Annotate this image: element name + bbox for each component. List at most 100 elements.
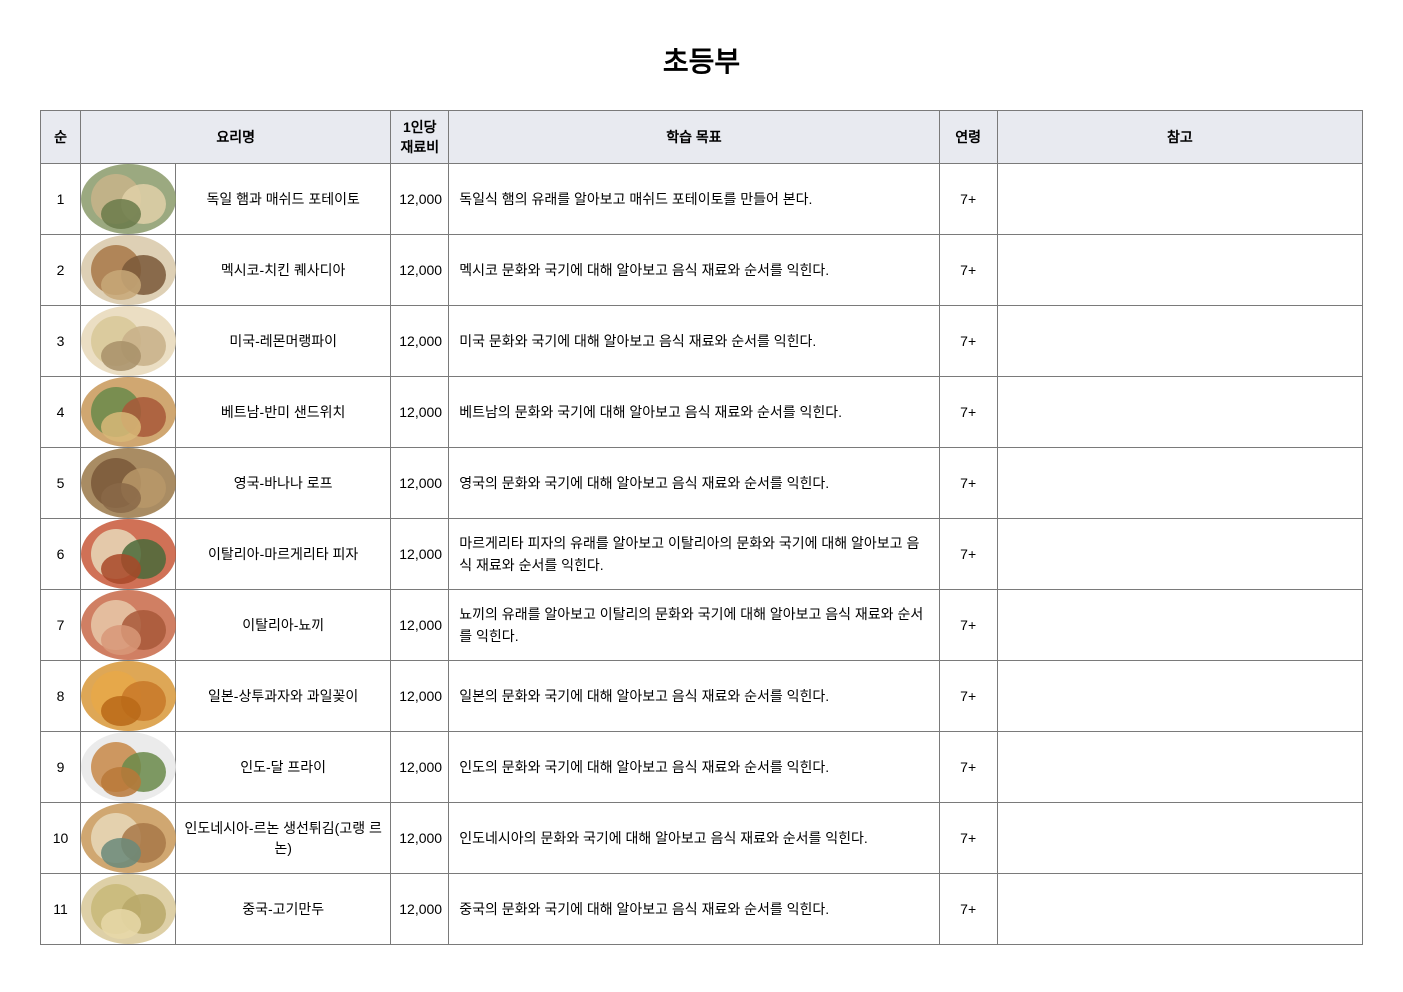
cell-num: 1 (41, 164, 81, 235)
cell-note (997, 519, 1362, 590)
cell-age: 7+ (939, 661, 997, 732)
table-row: 1독일 햄과 매쉬드 포테이토12,000독일식 햄의 유래를 알아보고 매쉬드… (41, 164, 1363, 235)
cell-image (81, 448, 176, 519)
cell-cost: 12,000 (391, 306, 449, 377)
cell-age: 7+ (939, 164, 997, 235)
cell-note (997, 661, 1362, 732)
col-header-num: 순 (41, 111, 81, 164)
table-row: 4 베트남-반미 샌드위치12,000베트남의 문화와 국기에 대해 알아보고 음… (41, 377, 1363, 448)
table-row: 8 일본-상투과자와 과일꽂이12,000일본의 문화와 국기에 대해 알아보고 … (41, 661, 1363, 732)
cell-num: 7 (41, 590, 81, 661)
cell-goal: 인도의 문화와 국기에 대해 알아보고 음식 재료와 순서를 익힌다. (449, 732, 939, 803)
cell-image (81, 306, 176, 377)
cell-cost: 12,000 (391, 235, 449, 306)
cell-num: 4 (41, 377, 81, 448)
cell-goal: 미국 문화와 국기에 대해 알아보고 음식 재료와 순서를 익힌다. (449, 306, 939, 377)
cell-image (81, 519, 176, 590)
cell-goal: 멕시코 문화와 국기에 대해 알아보고 음식 재료와 순서를 익힌다. (449, 235, 939, 306)
cell-cost: 12,000 (391, 661, 449, 732)
cell-image (81, 874, 176, 945)
cell-cost: 12,000 (391, 164, 449, 235)
cell-cost: 12,000 (391, 377, 449, 448)
food-thumbnail (81, 590, 176, 660)
cell-cost: 12,000 (391, 590, 449, 661)
table-row: 11 중국-고기만두12,000중국의 문화와 국기에 대해 알아보고 음식 재료… (41, 874, 1363, 945)
cell-dish-name: 중국-고기만두 (176, 874, 391, 945)
cell-age: 7+ (939, 448, 997, 519)
cell-num: 8 (41, 661, 81, 732)
table-header-row: 순 요리명 1인당 재료비 학습 목표 연령 참고 (41, 111, 1363, 164)
col-header-note: 참고 (997, 111, 1362, 164)
cell-dish-name: 일본-상투과자와 과일꽂이 (176, 661, 391, 732)
table-row: 2멕시코-치킨 퀘사디아12,000멕시코 문화와 국기에 대해 알아보고 음식… (41, 235, 1363, 306)
cell-age: 7+ (939, 803, 997, 874)
cell-note (997, 164, 1362, 235)
food-thumbnail (81, 306, 176, 376)
cell-image (81, 803, 176, 874)
col-header-goal: 학습 목표 (449, 111, 939, 164)
cell-image (81, 377, 176, 448)
cell-image (81, 732, 176, 803)
food-thumbnail (81, 519, 176, 589)
cell-age: 7+ (939, 377, 997, 448)
cell-num: 11 (41, 874, 81, 945)
cell-note (997, 590, 1362, 661)
cell-num: 3 (41, 306, 81, 377)
cell-age: 7+ (939, 235, 997, 306)
food-thumbnail (81, 874, 176, 944)
cell-num: 5 (41, 448, 81, 519)
food-thumbnail (81, 377, 176, 447)
cell-age: 7+ (939, 590, 997, 661)
cell-image (81, 235, 176, 306)
col-header-cost: 1인당 재료비 (391, 111, 449, 164)
curriculum-table: 순 요리명 1인당 재료비 학습 목표 연령 참고 1 독일 햄과 매쉬드 포테이… (40, 110, 1363, 945)
cell-goal: 인도네시아의 문화와 국기에 대해 알아보고 음식 재료와 순서를 익힌다. (449, 803, 939, 874)
food-thumbnail (81, 732, 176, 802)
cell-image (81, 164, 176, 235)
cell-age: 7+ (939, 306, 997, 377)
cell-image (81, 590, 176, 661)
cell-image (81, 661, 176, 732)
table-row: 3 미국-레몬머랭파이12,000미국 문화와 국기에 대해 알아보고 음식 재료… (41, 306, 1363, 377)
cell-age: 7+ (939, 732, 997, 803)
cell-cost: 12,000 (391, 448, 449, 519)
cell-dish-name: 이탈리아-뇨끼 (176, 590, 391, 661)
cell-note (997, 874, 1362, 945)
food-thumbnail (81, 661, 176, 731)
table-row: 10인도네시아-르논 생선튀김(고랭 르논)12,000인도네시아의 문화와 국… (41, 803, 1363, 874)
cell-dish-name: 베트남-반미 샌드위치 (176, 377, 391, 448)
cell-goal: 마르게리타 피자의 유래를 알아보고 이탈리아의 문화와 국기에 대해 알아보고… (449, 519, 939, 590)
table-row: 9 인도-달 프라이12,000인도의 문화와 국기에 대해 알아보고 음식 재료… (41, 732, 1363, 803)
cell-cost: 12,000 (391, 732, 449, 803)
table-row: 5 영국-바나나 로프12,000영국의 문화와 국기에 대해 알아보고 음식 재… (41, 448, 1363, 519)
cell-goal: 영국의 문화와 국기에 대해 알아보고 음식 재료와 순서를 익힌다. (449, 448, 939, 519)
cell-note (997, 377, 1362, 448)
cell-goal: 일본의 문화와 국기에 대해 알아보고 음식 재료와 순서를 익힌다. (449, 661, 939, 732)
table-row: 6이탈리아-마르게리타 피자12,000마르게리타 피자의 유래를 알아보고 이… (41, 519, 1363, 590)
cell-cost: 12,000 (391, 519, 449, 590)
food-thumbnail (81, 235, 176, 305)
cell-dish-name: 독일 햄과 매쉬드 포테이토 (176, 164, 391, 235)
food-thumbnail (81, 803, 176, 873)
food-thumbnail (81, 448, 176, 518)
cell-note (997, 803, 1362, 874)
cell-num: 9 (41, 732, 81, 803)
page-title: 초등부 (40, 40, 1363, 80)
cell-dish-name: 영국-바나나 로프 (176, 448, 391, 519)
cell-note (997, 306, 1362, 377)
food-thumbnail (81, 164, 176, 234)
cell-goal: 베트남의 문화와 국기에 대해 알아보고 음식 재료와 순서를 익힌다. (449, 377, 939, 448)
table-row: 7이탈리아-뇨끼12,000뇨끼의 유래를 알아보고 이탈리의 문화와 국기에 … (41, 590, 1363, 661)
cell-cost: 12,000 (391, 874, 449, 945)
cell-note (997, 448, 1362, 519)
cell-age: 7+ (939, 874, 997, 945)
cell-note (997, 235, 1362, 306)
cell-dish-name: 멕시코-치킨 퀘사디아 (176, 235, 391, 306)
cell-dish-name: 인도-달 프라이 (176, 732, 391, 803)
cell-dish-name: 이탈리아-마르게리타 피자 (176, 519, 391, 590)
cell-goal: 중국의 문화와 국기에 대해 알아보고 음식 재료와 순서를 익힌다. (449, 874, 939, 945)
cell-num: 10 (41, 803, 81, 874)
col-header-name: 요리명 (81, 111, 391, 164)
col-header-age: 연령 (939, 111, 997, 164)
cell-dish-name: 미국-레몬머랭파이 (176, 306, 391, 377)
